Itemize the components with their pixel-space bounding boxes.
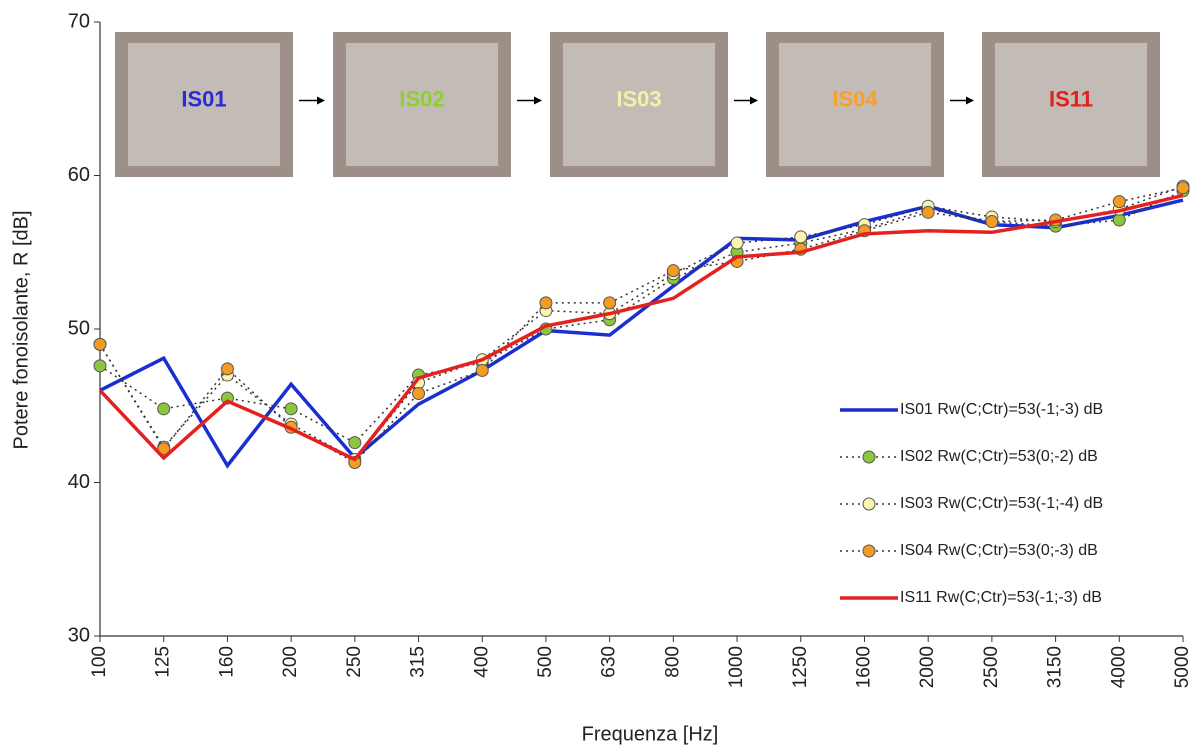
series-marker bbox=[731, 237, 743, 249]
series-marker bbox=[94, 360, 106, 372]
y-tick-label: 40 bbox=[68, 471, 90, 493]
series-marker bbox=[476, 364, 488, 376]
series-marker bbox=[1113, 196, 1125, 208]
arrow-head bbox=[750, 97, 758, 105]
legend-marker bbox=[863, 545, 875, 557]
photo-label: IS02 bbox=[399, 86, 444, 111]
series-marker bbox=[604, 297, 616, 309]
series-marker bbox=[667, 265, 679, 277]
legend-label: IS03 Rw(C;Ctr)=53(-1;-4) dB bbox=[900, 495, 1103, 512]
y-tick-label: 50 bbox=[68, 317, 90, 339]
series-marker bbox=[349, 437, 361, 449]
photo-label: IS01 bbox=[181, 86, 226, 111]
x-axis-label: Frequenza [Hz] bbox=[582, 723, 719, 745]
x-tick-label: 400 bbox=[471, 646, 492, 678]
series-marker bbox=[285, 403, 297, 415]
series-marker bbox=[986, 216, 998, 228]
x-tick-label: 100 bbox=[89, 646, 110, 678]
x-tick-label: 3150 bbox=[1045, 646, 1066, 688]
x-tick-label: 1600 bbox=[853, 646, 874, 688]
series-marker bbox=[1113, 214, 1125, 226]
x-tick-label: 1000 bbox=[726, 646, 747, 688]
arrow-head bbox=[966, 97, 974, 105]
legend-label: IS01 Rw(C;Ctr)=53(-1;-3) dB bbox=[900, 401, 1103, 418]
x-tick-label: 5000 bbox=[1172, 646, 1193, 688]
y-axis-label: Potere fonoisolante, R [dB] bbox=[10, 210, 32, 449]
x-tick-label: 500 bbox=[535, 646, 556, 678]
y-tick-label: 30 bbox=[68, 624, 90, 646]
photo-label: IS03 bbox=[616, 86, 661, 111]
x-tick-label: 200 bbox=[280, 646, 301, 678]
series-marker bbox=[922, 206, 934, 218]
photo-label: IS11 bbox=[1049, 86, 1093, 111]
series-marker bbox=[158, 403, 170, 415]
x-tick-label: 125 bbox=[153, 646, 174, 678]
y-tick-label: 60 bbox=[68, 164, 90, 186]
legend-marker bbox=[863, 451, 875, 463]
series-marker bbox=[94, 338, 106, 350]
legend-marker bbox=[863, 498, 875, 510]
x-tick-label: 630 bbox=[599, 646, 620, 678]
legend-label: IS04 Rw(C;Ctr)=53(0;-3) dB bbox=[900, 542, 1098, 559]
series-marker bbox=[795, 231, 807, 243]
x-tick-label: 160 bbox=[216, 646, 237, 678]
x-tick-label: 1250 bbox=[790, 646, 811, 688]
series-marker bbox=[413, 387, 425, 399]
x-tick-label: 250 bbox=[344, 646, 365, 678]
series-line bbox=[100, 200, 1183, 466]
y-tick-label: 70 bbox=[68, 10, 90, 32]
x-tick-label: 4000 bbox=[1108, 646, 1129, 688]
arrow-head bbox=[317, 97, 325, 105]
legend-label: IS02 Rw(C;Ctr)=53(0;-2) dB bbox=[900, 448, 1098, 465]
series-marker bbox=[221, 363, 233, 375]
legend-label: IS11 Rw(C;Ctr)=53(-1;-3) dB bbox=[900, 589, 1102, 606]
photo-label: IS04 bbox=[832, 86, 878, 111]
x-tick-label: 315 bbox=[408, 646, 429, 678]
x-tick-label: 2000 bbox=[917, 646, 938, 688]
arrow-head bbox=[534, 97, 542, 105]
x-tick-label: 800 bbox=[662, 646, 683, 678]
x-tick-label: 2500 bbox=[981, 646, 1002, 688]
series-marker bbox=[1177, 182, 1189, 194]
series-marker bbox=[540, 297, 552, 309]
chart: Frequenza [Hz] Potere fonoisolante, R [d… bbox=[0, 0, 1204, 751]
